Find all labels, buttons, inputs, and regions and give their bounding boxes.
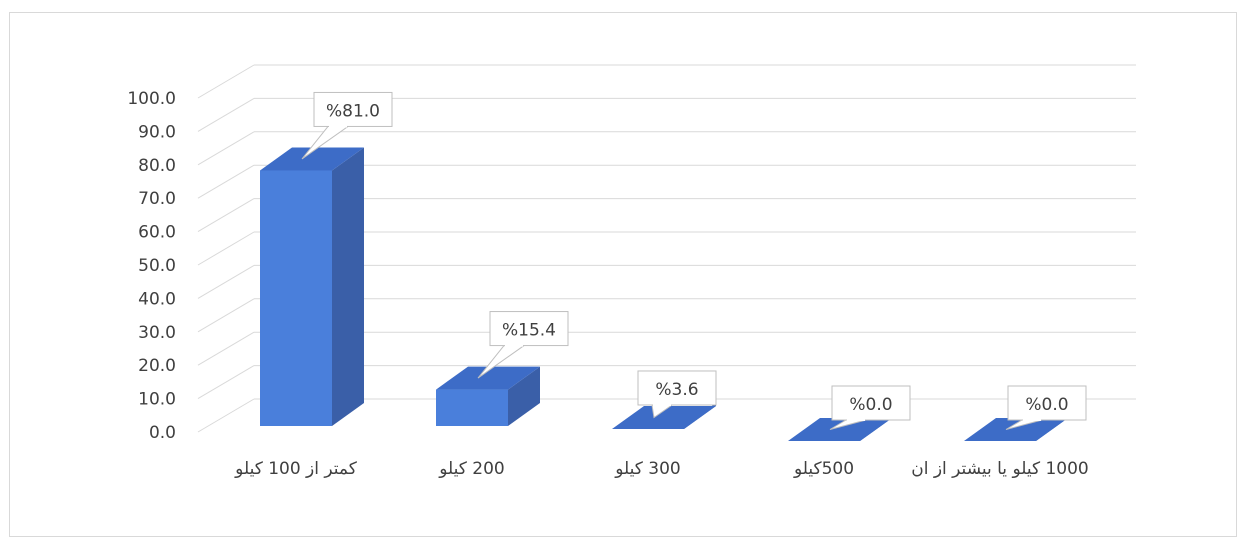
data-label: %0.0	[849, 395, 892, 415]
gridline-side	[197, 131, 255, 166]
y-tick-label: 40.0	[138, 289, 176, 309]
data-label: %0.0	[1025, 395, 1068, 415]
gridline-side	[197, 331, 255, 366]
bar-top	[964, 418, 1068, 441]
y-tick-label: 90.0	[138, 122, 176, 142]
data-label-box	[313, 91, 393, 127]
bar-top	[436, 366, 540, 390]
x-category-label: 500کیلو	[793, 459, 854, 479]
y-tick-label: 0.0	[149, 423, 176, 443]
gridline-side	[197, 198, 255, 233]
gridline-side	[197, 264, 255, 299]
y-tick-label: 10.0	[138, 390, 176, 410]
data-label-box	[637, 370, 717, 406]
data-label: %15.4	[502, 321, 556, 341]
bar-side	[332, 147, 364, 426]
bar[interactable]	[436, 389, 508, 426]
chart-area	[9, 12, 1237, 537]
gridline-side	[197, 365, 255, 400]
bar[interactable]	[260, 170, 332, 426]
y-tick-label: 20.0	[138, 356, 176, 376]
gridline-side	[197, 398, 255, 433]
data-label-box	[1007, 385, 1087, 421]
gridline-side	[197, 164, 255, 199]
gridline-side	[197, 97, 255, 132]
y-tick-label: 60.0	[138, 223, 176, 243]
x-category-label: 1000 کیلو یا بیشتر از ان	[911, 459, 1089, 479]
gridline-side	[197, 231, 255, 266]
bar-top	[260, 147, 364, 171]
bar-top	[612, 405, 716, 429]
y-tick-label: 30.0	[138, 323, 176, 343]
gridline-side	[197, 298, 255, 333]
bar-side	[508, 366, 540, 426]
y-tick-label: 100.0	[127, 89, 176, 109]
data-label-box	[489, 311, 569, 347]
y-tick-label: 50.0	[138, 256, 176, 276]
x-category-label: 300 کیلو	[614, 459, 681, 479]
bar-top	[788, 418, 892, 441]
x-category-label: کمتر از 100 کیلو	[234, 459, 358, 479]
x-category-label: 200 کیلو	[438, 459, 505, 479]
y-tick-label: 70.0	[138, 189, 176, 209]
data-label-box	[831, 385, 911, 421]
data-label: %3.6	[655, 380, 698, 400]
gridline-side	[197, 64, 255, 99]
data-label: %81.0	[326, 101, 380, 121]
y-tick-label: 80.0	[138, 156, 176, 176]
